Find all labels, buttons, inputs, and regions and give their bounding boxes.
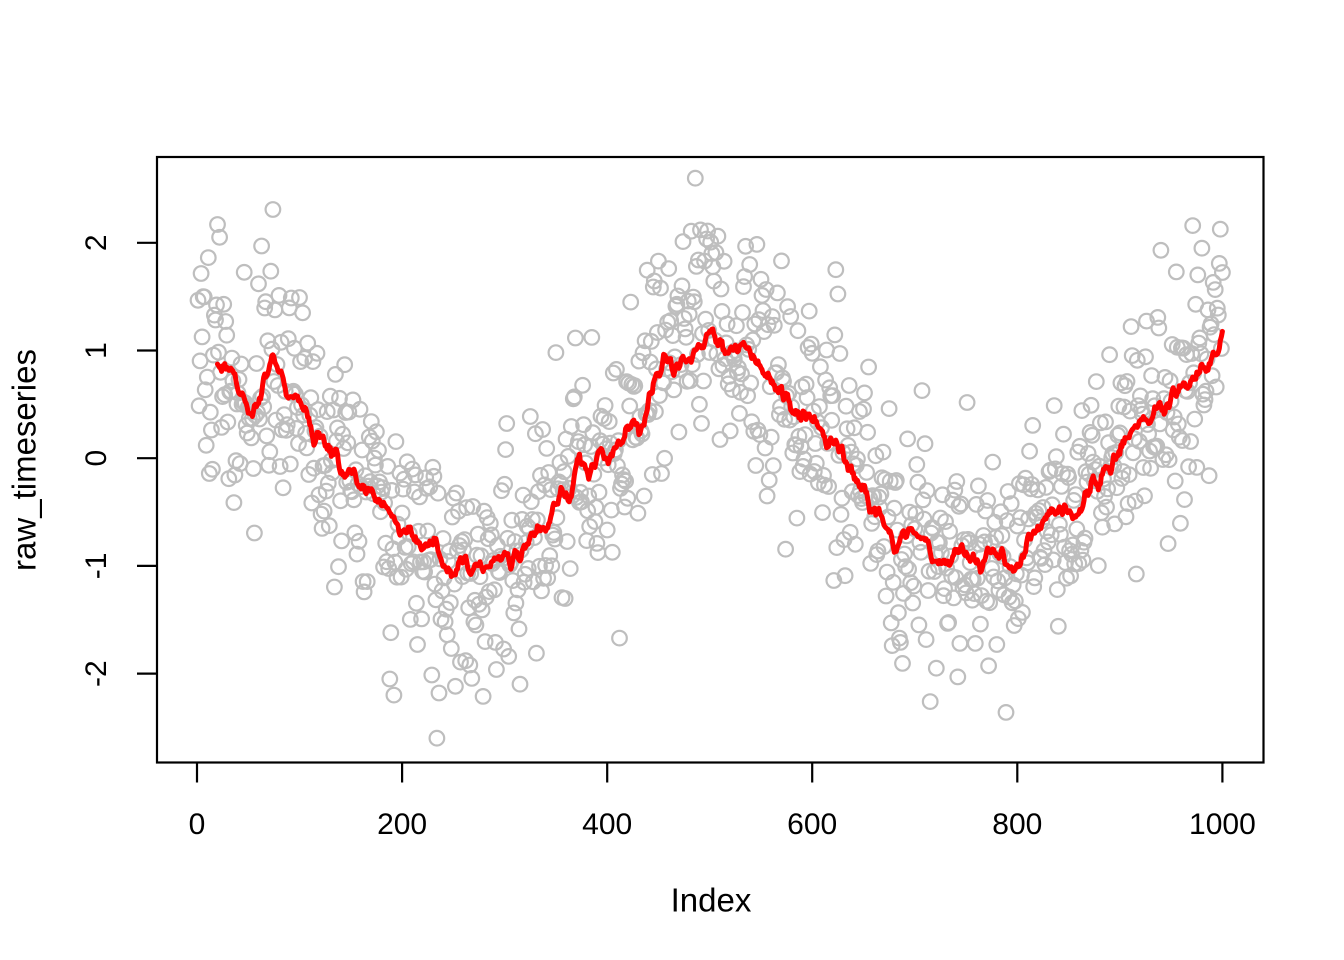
svg-text:2: 2	[80, 234, 113, 251]
svg-text:0: 0	[80, 450, 113, 467]
svg-text:800: 800	[992, 808, 1042, 841]
svg-text:1: 1	[80, 342, 113, 359]
svg-text:Index: Index	[671, 881, 752, 918]
svg-text:0: 0	[189, 808, 206, 841]
svg-text:raw_timeseries: raw_timeseries	[6, 349, 43, 571]
svg-text:-1: -1	[80, 553, 113, 580]
svg-text:600: 600	[787, 808, 837, 841]
svg-text:1000: 1000	[1189, 808, 1256, 841]
svg-text:200: 200	[377, 808, 427, 841]
svg-text:400: 400	[582, 808, 632, 841]
svg-text:-2: -2	[80, 660, 113, 687]
